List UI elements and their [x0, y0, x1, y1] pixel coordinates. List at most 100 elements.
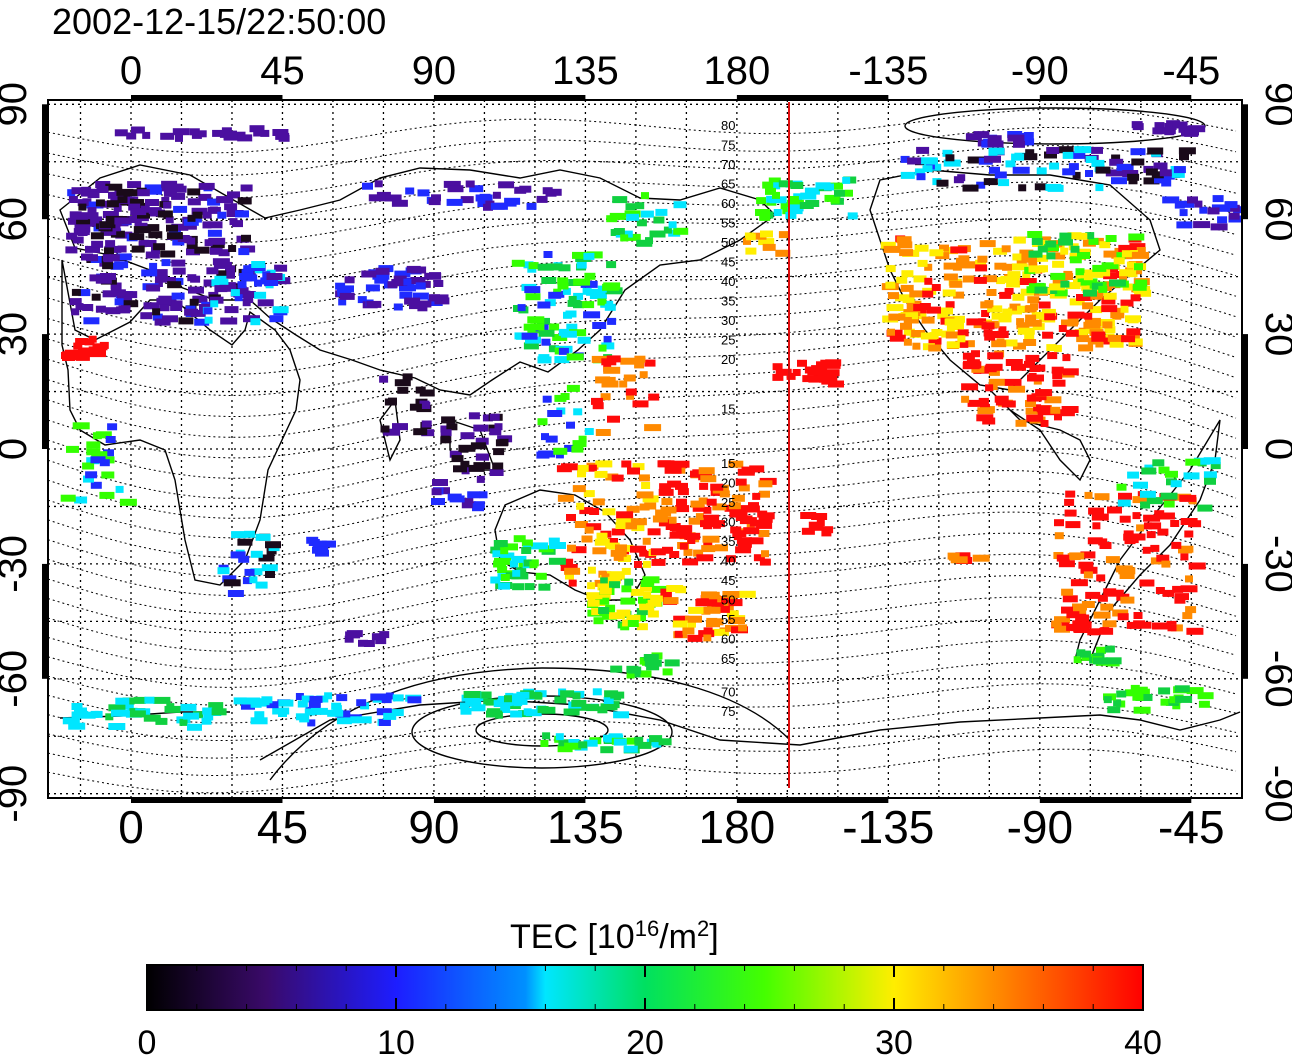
tec-patch: [1156, 554, 1170, 562]
tec-patch: [896, 276, 908, 284]
tec-patch: [1075, 268, 1085, 276]
tec-patch: [145, 199, 159, 206]
tec-patch: [1064, 509, 1077, 517]
tec-patch: [356, 699, 367, 707]
tec-patch: [297, 700, 308, 708]
tec-patch: [555, 733, 564, 741]
frame-tick-bar: [42, 104, 48, 220]
tec-patch: [967, 156, 985, 164]
tec-patch: [698, 467, 715, 475]
tec-patch: [900, 284, 914, 292]
tec-patch: [95, 199, 105, 207]
tec-patch: [983, 329, 993, 337]
tec-patch: [117, 196, 128, 204]
tec-patch: [636, 491, 654, 499]
tec-patch: [914, 168, 925, 176]
tec-patch: [1006, 280, 1021, 288]
tec-patch: [649, 735, 663, 743]
tec-patch: [161, 197, 170, 204]
tec-patch: [955, 340, 969, 348]
contour-label: 25: [721, 333, 735, 348]
contour-label: 20: [721, 352, 735, 367]
tec-patch: [758, 238, 775, 246]
tec-patch: [626, 737, 636, 745]
tec-patch: [1127, 471, 1140, 479]
tec-patch: [1012, 253, 1022, 261]
tec-patch: [1019, 249, 1034, 257]
tec-patch: [569, 329, 587, 337]
contour-labels: 8075706560555045403530252015152025303540…: [721, 118, 735, 719]
tec-patch: [687, 537, 696, 544]
contour-line: [48, 726, 1237, 777]
tec-patch: [987, 135, 1002, 143]
tec-patch: [404, 297, 421, 305]
tec-patch: [1085, 591, 1101, 599]
tec-patch: [644, 359, 656, 367]
tec-patch: [1069, 552, 1085, 560]
tec-patch: [566, 384, 580, 392]
tec-patch: [331, 702, 342, 710]
frame-tick-bar: [131, 95, 283, 101]
tec-patch: [231, 531, 247, 539]
tec-patch: [652, 515, 668, 523]
tec-patch: [584, 428, 594, 435]
tec-patch: [80, 189, 91, 197]
tec-patch: [251, 261, 266, 268]
tec-patch: [957, 174, 966, 182]
tec-patch: [68, 722, 86, 730]
tec-patch: [566, 421, 575, 429]
tec-patch: [592, 547, 607, 555]
contour-line: [48, 618, 1237, 688]
tec-patch: [1171, 170, 1185, 178]
frame-tick-bar: [131, 797, 283, 803]
tec-patch: [604, 690, 619, 698]
tec-patch: [902, 296, 915, 303]
tec-patch: [1150, 544, 1160, 552]
tec-patch: [1091, 331, 1106, 339]
tec-patch: [577, 470, 586, 478]
tec-patch: [647, 610, 659, 618]
tec-patch: [148, 231, 163, 239]
tec-patch: [991, 331, 1009, 338]
tec-patch: [244, 568, 255, 576]
tec-patch: [626, 505, 640, 513]
tec-patch: [808, 521, 823, 529]
tec-patch: [800, 192, 817, 200]
tec-patch: [688, 517, 704, 525]
tec-patch: [1219, 204, 1231, 212]
tec-patch: [658, 519, 669, 527]
contour-label: 45: [721, 255, 735, 270]
tec-patch: [1013, 342, 1026, 350]
tec-patch: [1073, 656, 1082, 664]
tec-patch: [71, 288, 81, 296]
tec-patch: [1136, 524, 1145, 532]
tec-patch: [175, 134, 183, 142]
tec-patch: [928, 344, 942, 352]
tec-patch: [655, 208, 668, 216]
tec-patch: [606, 355, 621, 363]
tec-patch: [1203, 457, 1221, 465]
tec-patch: [525, 691, 542, 699]
tec-patch: [566, 323, 578, 331]
contour-label: 55: [721, 216, 735, 231]
tec-patch: [91, 451, 108, 459]
tec-patch: [1075, 273, 1089, 281]
tec-patch: [168, 277, 176, 284]
tec-patch: [161, 259, 171, 267]
tec-patch: [468, 412, 480, 420]
tec-patch: [301, 695, 314, 703]
tec-patch: [592, 322, 607, 329]
tec-patch: [102, 254, 120, 262]
tec-patch: [601, 342, 615, 350]
left-latitude-label: -60: [0, 650, 35, 708]
tec-patch: [1167, 624, 1177, 632]
tec-patch: [1016, 322, 1030, 330]
tec-patch: [1174, 685, 1190, 693]
tec-patch: [1044, 151, 1057, 159]
tec-patch: [219, 284, 237, 292]
tec-patch: [86, 254, 98, 262]
tec-patch: [666, 585, 684, 592]
tec-patch: [105, 713, 114, 721]
tec-patch: [586, 288, 601, 296]
tec-patch: [1084, 312, 1093, 320]
